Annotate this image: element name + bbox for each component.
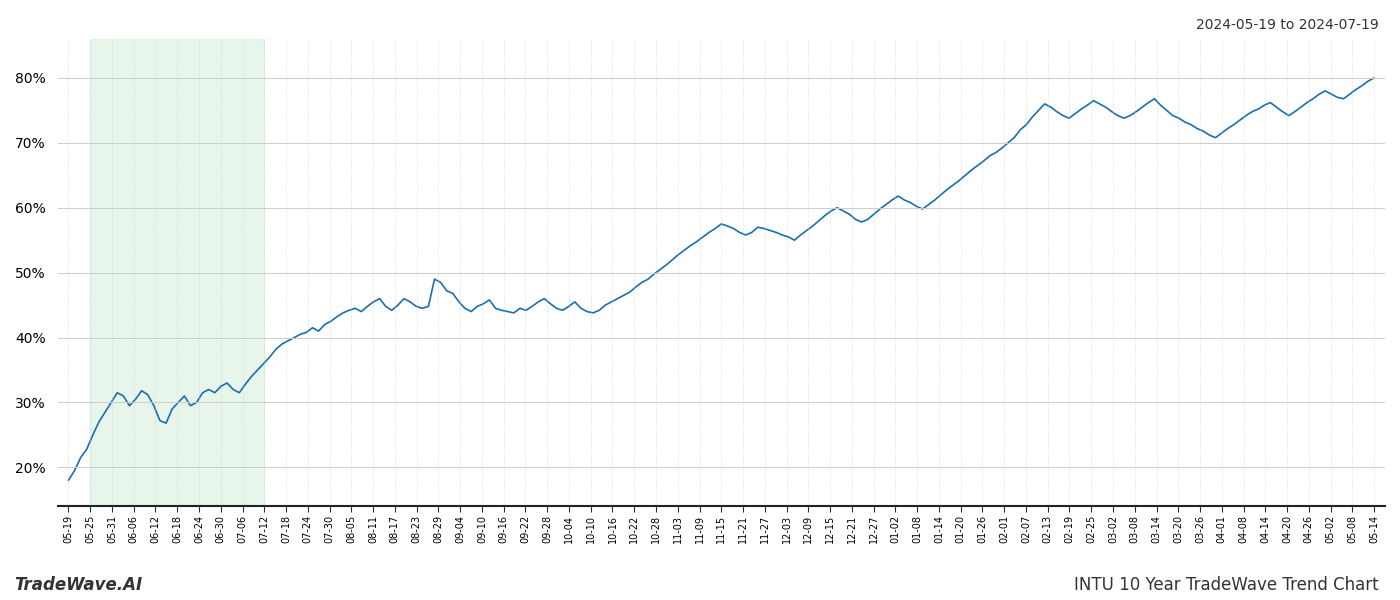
Bar [90, 39, 265, 506]
Text: TradeWave.AI: TradeWave.AI [14, 576, 143, 594]
Text: 2024-05-19 to 2024-07-19: 2024-05-19 to 2024-07-19 [1196, 18, 1379, 32]
Text: INTU 10 Year TradeWave Trend Chart: INTU 10 Year TradeWave Trend Chart [1074, 576, 1379, 594]
